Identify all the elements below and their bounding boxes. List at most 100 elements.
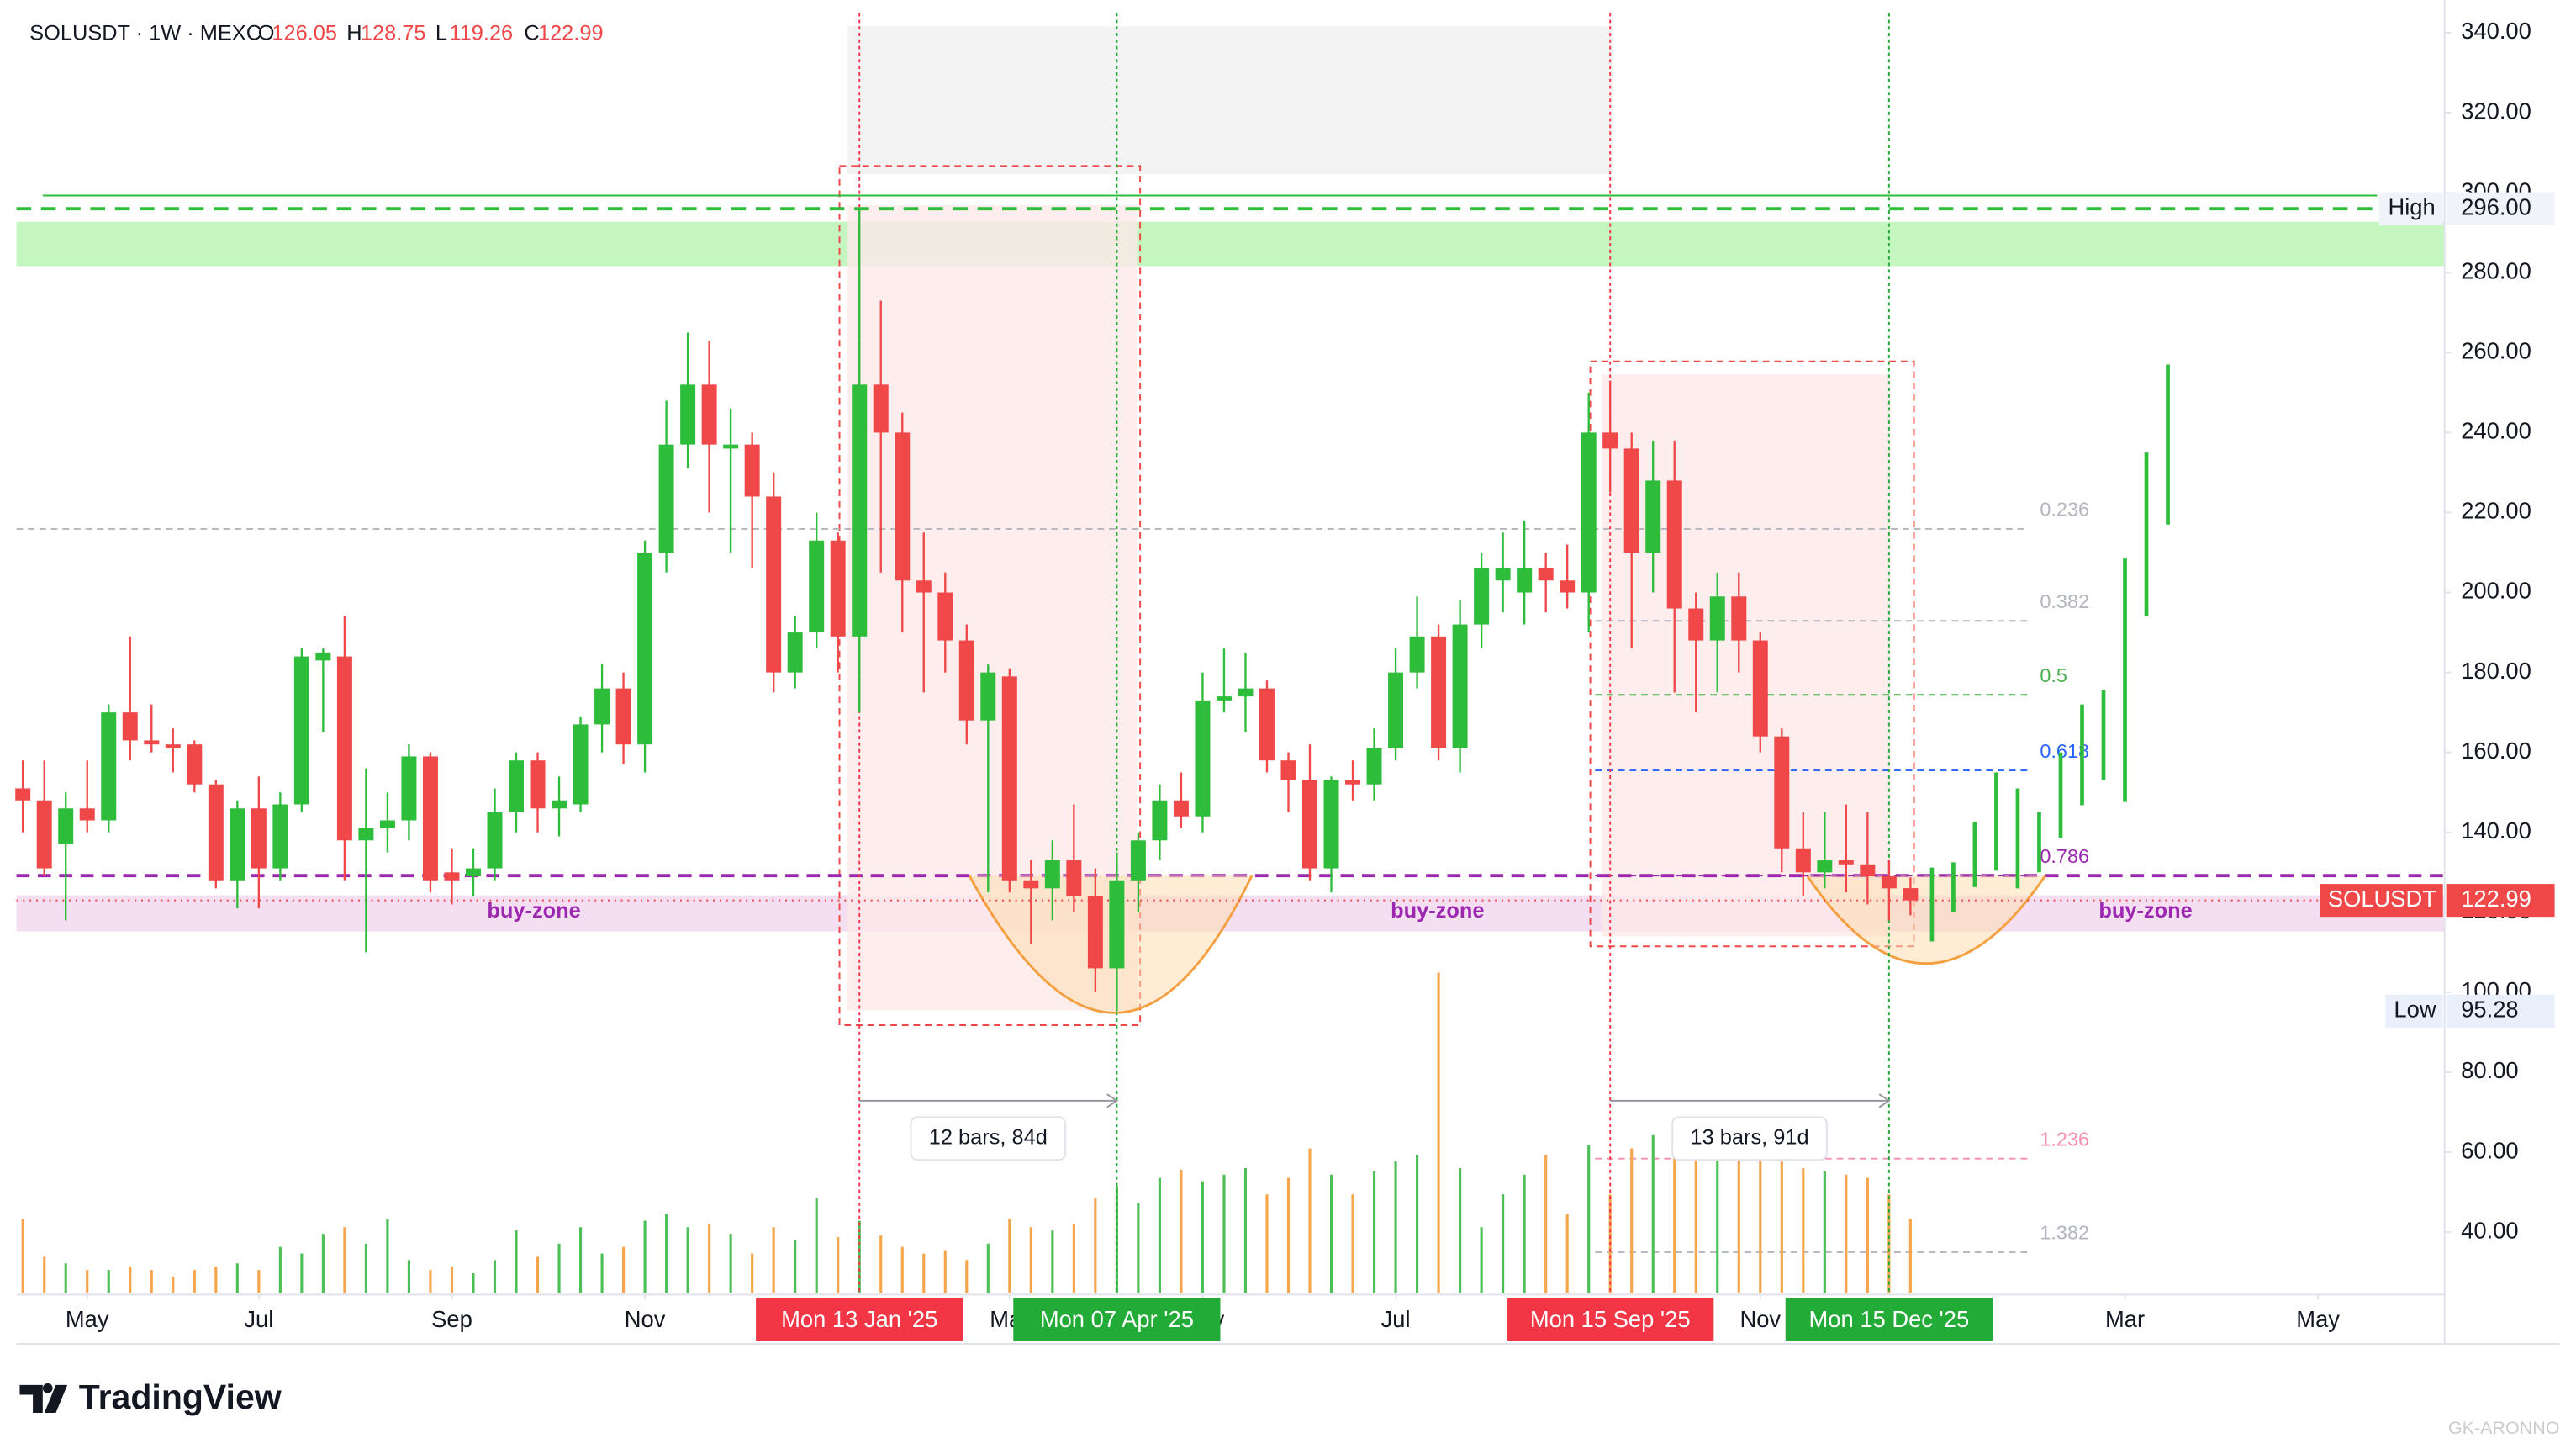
x-tick-label: Mar [2105,1306,2145,1332]
candle-body [379,820,395,829]
price-label-value: 122.99 [2461,886,2531,912]
candle-body [1881,876,1897,889]
candle-body [1044,860,1060,889]
candle-body [36,800,52,869]
candle-body [1838,860,1854,865]
candle-body [187,744,203,785]
symbol: SOLUSDT · 1W · MEXC [29,22,261,45]
candle-body [1109,880,1125,969]
candle-body [58,808,74,845]
candle-body [1452,624,1468,748]
watermark: GK-ARONNO [2448,1418,2560,1438]
range-arrowhead [1878,1093,1891,1108]
candle-body [1495,568,1511,581]
candle-body [680,384,696,445]
candle-body [15,788,31,801]
date-label: Mon 15 Dec '25 [1809,1306,1970,1332]
candle-body [1023,880,1039,889]
candle-body [122,712,138,741]
date-label: Mon 13 Jan '25 [781,1306,937,1332]
fib-label: 1.382 [2040,1222,2089,1244]
candle-body [1323,780,1339,869]
candle-body [530,760,546,809]
ohlc-value: 122.99 [538,22,604,45]
logo-mark [19,1383,68,1414]
drawings [16,26,2445,1026]
fib-label: 0.5 [2040,664,2067,686]
candle-body [465,868,481,877]
fib-label: 0.236 [2040,499,2089,521]
candle-body [852,384,868,637]
ohlc-value: 119.26 [449,22,513,45]
candle-body [1087,896,1103,969]
candle-body [723,444,739,449]
candle-body [787,632,803,673]
y-tick-label: 60.00 [2461,1137,2518,1163]
zone-label: buy-zone [2098,899,2192,923]
candle-body [1645,480,1661,553]
y-tick-label: 220.00 [2461,498,2531,524]
candle-body [1581,432,1597,593]
candle-body [916,580,932,593]
candle-body [1795,848,1811,873]
candle-body [230,808,245,881]
y-tick-label: 160.00 [2461,738,2531,764]
candle-body [1173,800,1189,817]
fib-label: 1.236 [2040,1128,2089,1150]
ohlc-value: 128.75 [361,22,426,45]
brand: TradingView [79,1378,282,1416]
candle-body [1774,736,1790,849]
price-label-name: High [2388,193,2435,219]
fib-label: 0.786 [2040,845,2089,867]
x-tick-label: Nov [1739,1306,1781,1332]
ohlc-key: H [346,22,362,45]
candle-body [1001,676,1017,881]
range-label: 13 bars, 91d [1690,1125,1808,1149]
x-tick-label: Jul [244,1306,273,1332]
candle-body [1602,432,1618,449]
candle-body [144,740,160,745]
candle-body [1195,700,1211,817]
y-tick-label: 200.00 [2461,578,2531,604]
candle-body [1688,608,1704,641]
zone-label: buy-zone [487,899,580,923]
y-tick-label: 320.00 [2461,98,2531,124]
candle-body [1280,760,1296,780]
zone-label: buy-zone [1391,899,1484,923]
candle-body [1409,636,1425,673]
candle-body [594,688,610,725]
candle-body [1366,748,1382,785]
candle-body [487,812,503,869]
resistance-zone [16,221,2445,267]
price-label-value: 296.00 [2461,193,2531,219]
candle-body [1345,780,1361,785]
y-tick-label: 180.00 [2461,658,2531,684]
range-label-box [910,1116,1067,1161]
x-tick-label: Sep [431,1306,472,1332]
date-label: Mon 07 Apr '25 [1040,1306,1194,1332]
candle-body [744,444,760,497]
candle-body [1259,688,1275,761]
y-tick-label: 260.00 [2461,338,2531,364]
time-box [1589,360,1915,948]
price-label-name-box [2378,192,2443,225]
candle-body [358,828,374,841]
candle-body [422,756,438,881]
candle-body [1474,568,1490,625]
candle-body [1817,860,1833,873]
candle-body [1903,888,1919,901]
y-tick-label: 240.00 [2461,418,2531,444]
candle-body [293,656,309,805]
candle-body [1666,480,1682,609]
tv-logo: TradingView [19,1378,282,1416]
candle-body [1731,596,1747,641]
candle-body [1752,640,1768,737]
y-tick-label: 80.00 [2461,1057,2518,1083]
candle-body [658,444,674,553]
candle-body [272,804,288,869]
candle-body [1623,448,1639,553]
candle-body [251,808,267,869]
candle-body [701,384,717,445]
candle-body [165,744,181,748]
